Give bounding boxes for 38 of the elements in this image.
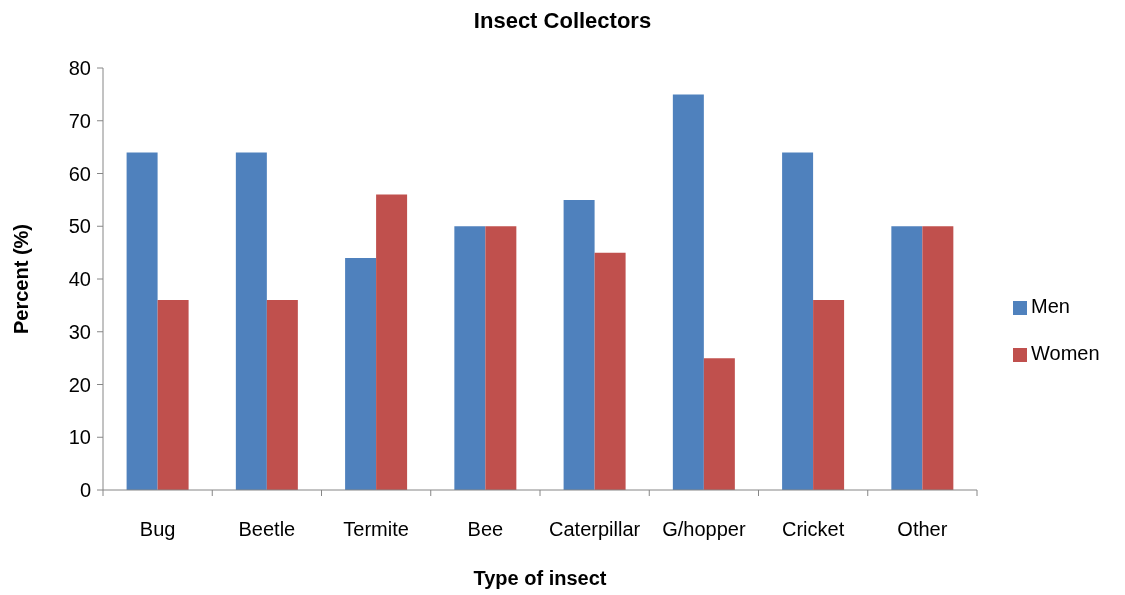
y-tick-label: 30 [68,320,91,343]
x-tick-label: Bee [467,518,504,540]
legend-label: Women [1031,342,1100,364]
x-tick-label: Other [897,518,948,540]
y-tick-label: 20 [68,373,91,396]
bar [563,199,595,490]
y-tick-label: 40 [68,268,91,291]
legend-label: Men [1031,295,1070,317]
bar [345,257,377,490]
y-tick-label: 70 [68,109,91,132]
y-tick-label: 60 [68,162,91,185]
bar [376,194,408,490]
bar [454,226,486,490]
y-tick-label: 0 [79,479,91,502]
bar [782,152,814,490]
x-tick-label: Caterpillar [549,518,641,540]
bar [672,94,704,490]
x-tick-label: Bug [139,518,176,540]
x-tick-label: Cricket [782,518,845,540]
bar [703,358,735,490]
bar [594,252,626,490]
y-tick-label: 80 [68,57,91,80]
x-tick-label: G/hopper [662,518,746,540]
bar [126,152,158,490]
y-tick-label: 10 [68,426,91,449]
bar [266,300,298,490]
x-tick-label: Beetle [238,518,296,540]
bar [813,300,845,490]
bar [235,152,267,490]
bar [922,226,954,490]
y-axis-title: Percent (%) [9,223,33,335]
x-tick-label: Termite [343,518,409,540]
chart-title: Insect Collectors [472,8,653,34]
bar [891,226,923,490]
bar [157,300,189,490]
x-axis-title: Type of insect [473,566,607,590]
y-tick-label: 50 [68,215,91,238]
bar [485,226,517,490]
